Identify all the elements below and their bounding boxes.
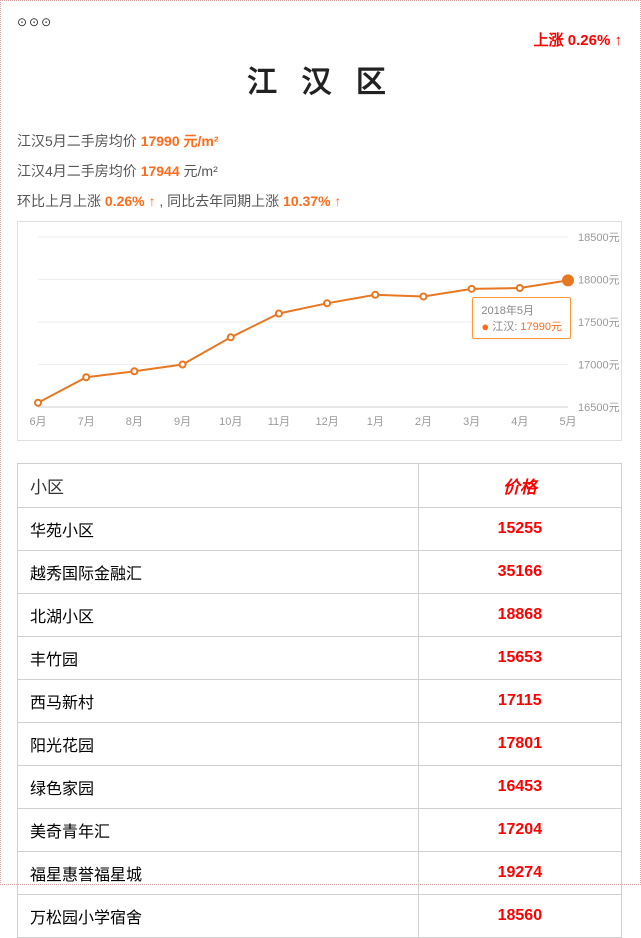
svg-text:7月: 7月 [78,416,95,428]
svg-text:16500元: 16500元 [578,402,620,414]
price-cell: 17801 [418,723,621,766]
community-cell: 越秀国际金融汇 [18,551,419,594]
line3-a: 环比上月上涨 [17,193,105,209]
line2-prefix: 江汉4月二手房均价 [17,163,141,179]
community-cell: 丰竹园 [18,637,419,680]
svg-text:17500元: 17500元 [578,317,620,329]
price-cell: 17204 [418,809,621,852]
table-row: 丰竹园15653 [18,637,622,680]
community-cell: 阳光花园 [18,723,419,766]
summary-line-2: 江汉4月二手房均价 17944 元/m² [17,161,624,181]
svg-text:10月: 10月 [219,416,242,428]
table-row: 福星惠誉福星城19274 [18,852,622,895]
svg-text:17000元: 17000元 [578,360,620,372]
line1-prefix: 江汉5月二手房均价 [17,133,141,149]
price-cell: 15653 [418,637,621,680]
col-community: 小区 [18,464,419,508]
table-row: 绿色家园16453 [18,766,622,809]
line3-v2: 10.37% ↑ [283,193,341,209]
price-cell: 17115 [418,680,621,723]
line1-value: 17990 [141,133,180,149]
svg-text:18000元: 18000元 [578,275,620,287]
price-cell: 35166 [418,551,621,594]
tooltip-dot-icon: ● [481,319,489,334]
svg-text:18500元: 18500元 [578,232,620,244]
table-row: 西马新村17115 [18,680,622,723]
svg-text:2月: 2月 [415,416,432,428]
community-cell: 绿色家园 [18,766,419,809]
district-title: 江 汉 区 [17,57,624,101]
community-cell: 万松园小学宿舍 [18,895,419,938]
top-change-badge: 上涨 0.26% ↑ [534,29,622,50]
price-cell: 19274 [418,852,621,895]
community-cell: 北湖小区 [18,594,419,637]
tooltip-series: 江汉: [492,321,517,333]
table-row: 华苑小区15255 [18,508,622,551]
svg-text:5月: 5月 [559,416,576,428]
svg-text:4月: 4月 [511,416,528,428]
svg-text:3月: 3月 [463,416,480,428]
table-row: 万松园小学宿舍18560 [18,895,622,938]
price-cell: 18560 [418,895,621,938]
line1-suffix: 元/m² [184,133,219,149]
col-price: 价格 [418,464,621,508]
tooltip-date: 2018年5月 [481,302,562,318]
community-cell: 西马新村 [18,680,419,723]
tooltip-value: 17990元 [520,321,562,333]
price-cell: 16453 [418,766,621,809]
svg-text:6月: 6月 [29,416,46,428]
community-cell: 华苑小区 [18,508,419,551]
table-row: 越秀国际金融汇35166 [18,551,622,594]
svg-text:8月: 8月 [126,416,143,428]
table-header-row: 小区 价格 [18,464,622,508]
price-cell: 18868 [418,594,621,637]
svg-text:9月: 9月 [174,416,191,428]
corner-dots: ⊙⊙⊙ [17,15,624,29]
svg-text:1月: 1月 [367,416,384,428]
summary-line-1: 江汉5月二手房均价 17990 元/m² [17,131,624,151]
line3-v1: 0.26% ↑ [105,193,156,209]
svg-text:12月: 12月 [315,416,338,428]
price-trend-chart: 18500元 18000元 17500元 17000元 16500元 6月 7月 8月 9月 10… [17,221,622,441]
community-cell: 美奇青年汇 [18,809,419,852]
table-row: 北湖小区18868 [18,594,622,637]
summary-line-3: 环比上月上涨 0.26% ↑ , 同比去年同期上涨 10.37% ↑ [17,191,624,211]
line2-suffix: 元/m² [184,163,218,179]
line2-value: 17944 [141,163,180,179]
line3-b: , 同比去年同期上涨 [159,193,283,209]
table-row: 美奇青年汇17204 [18,809,622,852]
community-price-table: 小区 价格 华苑小区15255越秀国际金融汇35166北湖小区18868丰竹园1… [17,463,622,938]
price-cell: 15255 [418,508,621,551]
svg-text:11月: 11月 [268,416,290,428]
chart-tooltip: 2018年5月 ● 江汉: 17990元 [472,297,571,339]
table-row: 阳光花园17801 [18,723,622,766]
community-cell: 福星惠誉福星城 [18,852,419,895]
